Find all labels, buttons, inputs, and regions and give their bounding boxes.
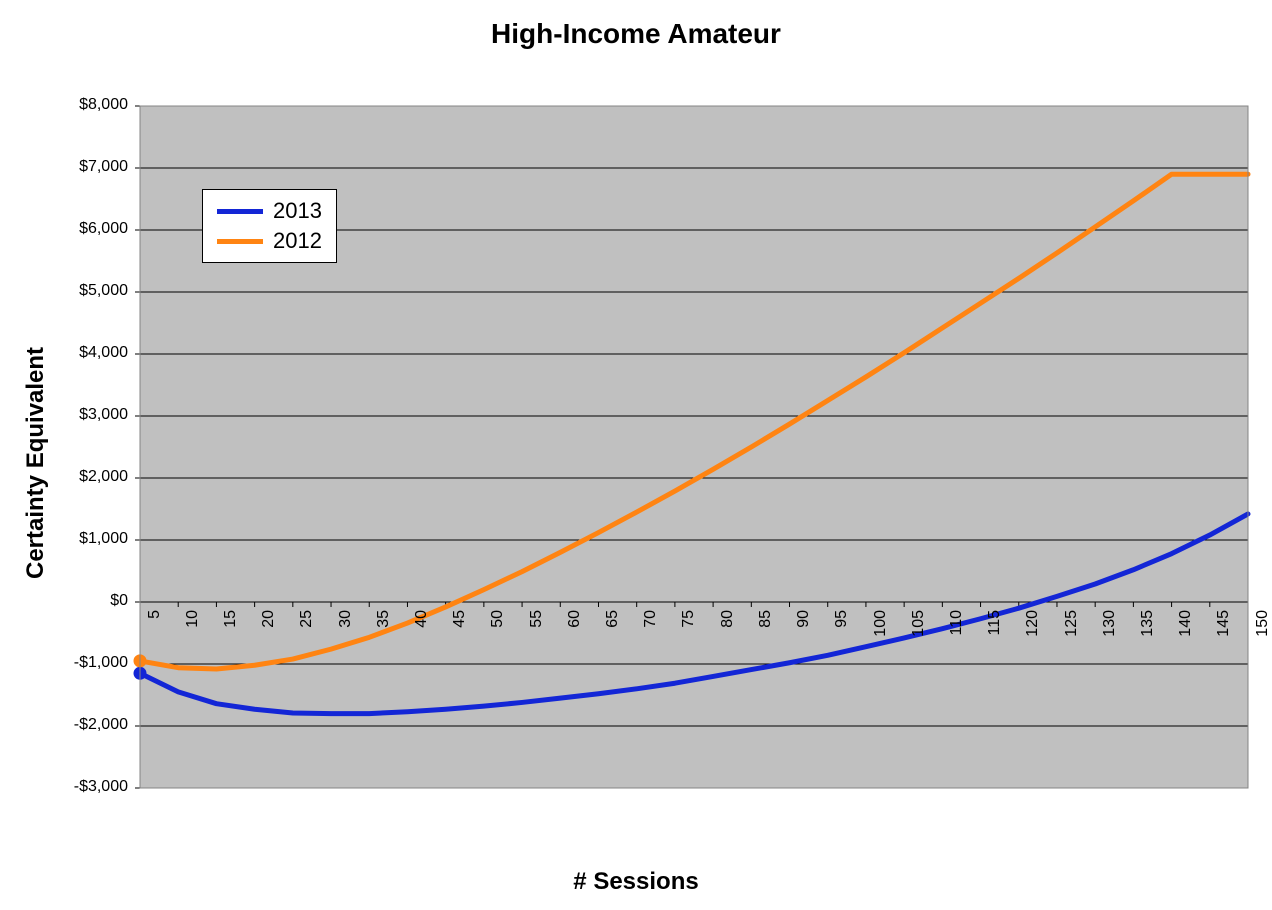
x-tick-label: 45 — [451, 610, 469, 710]
y-tick-label: $0 — [0, 592, 128, 610]
y-tick-label: $5,000 — [0, 282, 128, 300]
legend: 2013 2012 — [202, 189, 337, 263]
x-tick-label: 60 — [566, 610, 584, 710]
y-tick-label: $3,000 — [0, 406, 128, 424]
x-tick-label: 15 — [222, 610, 240, 710]
x-tick-label: 140 — [1177, 610, 1195, 710]
legend-item: 2012 — [217, 226, 322, 256]
x-tick-label: 95 — [833, 610, 851, 710]
y-tick-label: -$3,000 — [0, 778, 128, 796]
x-tick-label: 135 — [1139, 610, 1157, 710]
x-tick-label: 115 — [986, 610, 1004, 710]
x-tick-label: 70 — [642, 610, 660, 710]
x-tick-label: 105 — [910, 610, 928, 710]
x-tick-label: 90 — [795, 610, 813, 710]
y-tick-label: $8,000 — [0, 96, 128, 114]
x-tick-label: 130 — [1101, 610, 1119, 710]
chart-svg — [0, 0, 1272, 910]
x-tick-label: 20 — [260, 610, 278, 710]
legend-swatch — [217, 239, 263, 244]
x-tick-label: 125 — [1063, 610, 1081, 710]
x-tick-label: 40 — [413, 610, 431, 710]
y-tick-label: $6,000 — [0, 220, 128, 238]
x-tick-label: 80 — [719, 610, 737, 710]
x-tick-label: 55 — [528, 610, 546, 710]
legend-item: 2013 — [217, 196, 322, 226]
x-tick-label: 10 — [184, 610, 202, 710]
x-tick-label: 120 — [1024, 610, 1042, 710]
x-tick-label: 5 — [146, 610, 164, 710]
y-tick-label: $7,000 — [0, 158, 128, 176]
x-tick-label: 100 — [872, 610, 890, 710]
y-tick-label: -$1,000 — [0, 654, 128, 672]
legend-label: 2013 — [273, 198, 322, 224]
chart-container: High-Income Amateur Certainty Equivalent… — [0, 0, 1272, 910]
x-tick-label: 145 — [1215, 610, 1233, 710]
legend-swatch — [217, 209, 263, 214]
y-tick-label: $1,000 — [0, 530, 128, 548]
y-tick-label: $4,000 — [0, 344, 128, 362]
x-tick-label: 65 — [604, 610, 622, 710]
y-tick-label: $2,000 — [0, 468, 128, 486]
y-tick-label: -$2,000 — [0, 716, 128, 734]
x-tick-label: 85 — [757, 610, 775, 710]
x-tick-label: 35 — [375, 610, 393, 710]
x-tick-label: 75 — [680, 610, 698, 710]
x-tick-label: 110 — [948, 610, 966, 710]
x-tick-label: 150 — [1254, 610, 1272, 710]
x-tick-label: 25 — [298, 610, 316, 710]
legend-label: 2012 — [273, 228, 322, 254]
x-tick-label: 50 — [489, 610, 507, 710]
x-tick-label: 30 — [337, 610, 355, 710]
